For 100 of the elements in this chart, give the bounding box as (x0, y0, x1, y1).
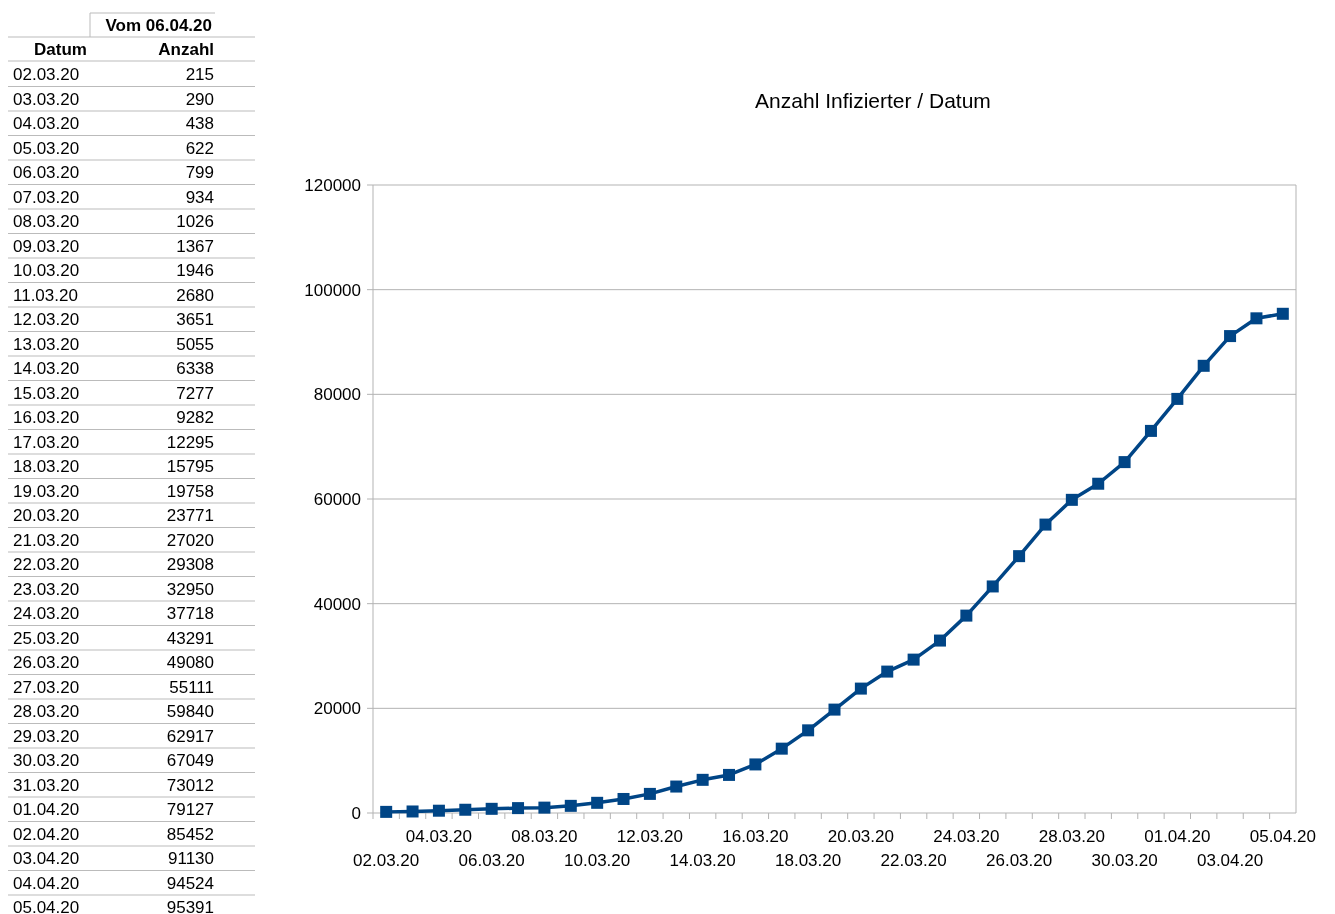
data-label: 6338 (176, 359, 214, 378)
x-tick-label: 26.03.20 (986, 851, 1053, 870)
category-label: 15.03.20 (13, 383, 80, 403)
category-label: 10.03.20 (13, 261, 80, 280)
data-label: 79127 (166, 800, 214, 819)
x-tick-label: 18.03.20 (775, 851, 842, 870)
y-tick-label: 0 (351, 803, 361, 823)
data-label: 55111 (169, 677, 214, 697)
point (432, 804, 445, 817)
data-label: 43291 (166, 628, 214, 648)
category-label: 08.03.20 (13, 212, 80, 231)
point (1013, 550, 1026, 563)
point (828, 703, 841, 716)
point (617, 792, 630, 805)
category-label: 25.03.20 (13, 628, 80, 648)
point (802, 724, 815, 737)
data-label: 290 (185, 89, 214, 109)
y-tick-label: 100000 (304, 280, 361, 300)
point (380, 805, 393, 818)
x-tick-label: 22.03.20 (880, 851, 947, 870)
category-label: 01.04.20 (13, 800, 80, 819)
text: Datum (34, 40, 87, 59)
data-label: 49080 (166, 653, 214, 672)
point (1039, 518, 1052, 531)
category-label: 20.03.20 (13, 506, 80, 525)
data-label: 94524 (166, 873, 214, 893)
point (1197, 359, 1210, 372)
data-label: 438 (185, 114, 214, 133)
category-label: 05.03.20 (13, 138, 80, 158)
x-tick-label: 14.03.20 (669, 851, 736, 870)
data-label: 934 (185, 187, 214, 207)
data-label: 7277 (176, 383, 214, 403)
x-tick-label: 12.03.20 (616, 827, 683, 846)
point (775, 742, 788, 755)
data-label: 85452 (166, 824, 214, 844)
data-label: 9282 (176, 408, 214, 427)
point (591, 796, 604, 809)
point (538, 801, 551, 814)
data-label: 5055 (176, 334, 214, 354)
point (933, 634, 946, 647)
category-label: 16.03.20 (13, 408, 80, 427)
category-label: 27.03.20 (13, 677, 80, 697)
x-tick-label: 10.03.20 (564, 851, 631, 870)
category-label: 03.03.20 (13, 89, 80, 109)
point (907, 653, 920, 666)
x-tick-label: 28.03.20 (1038, 827, 1105, 846)
category-label: 23.03.20 (13, 579, 80, 599)
category-label: 24.03.20 (13, 604, 80, 623)
data-label: 3651 (176, 310, 214, 329)
category-label: 22.03.20 (13, 555, 80, 574)
category-label: 02.03.20 (13, 65, 80, 84)
point (854, 682, 867, 695)
x-tick-label: 04.03.20 (405, 827, 473, 846)
point (564, 799, 577, 812)
category-label: 09.03.20 (13, 236, 80, 256)
point (1092, 477, 1105, 490)
category-label: 07.03.20 (13, 187, 80, 207)
x-tick-label: 05.04.20 (1249, 827, 1316, 846)
data-label: 37718 (166, 604, 214, 623)
category-label: 18.03.20 (13, 457, 80, 476)
point (643, 787, 656, 800)
category-label: 14.03.20 (13, 359, 80, 378)
data-label: 62917 (166, 726, 214, 746)
data-label: 91130 (167, 849, 214, 868)
category-label: 31.03.20 (13, 775, 80, 795)
category-label: 04.03.20 (13, 114, 80, 133)
point (1065, 493, 1078, 506)
point (723, 768, 736, 781)
data-label: 19758 (166, 481, 214, 501)
data-label: 1367 (176, 236, 214, 256)
category-label: 13.03.20 (13, 334, 80, 354)
point (670, 780, 683, 793)
data-label: 29308 (166, 555, 214, 574)
y-tick-label: 120000 (304, 175, 361, 195)
point (696, 773, 709, 786)
data-label: 799 (185, 163, 214, 182)
y-tick-label: 60000 (313, 489, 361, 509)
point (881, 665, 894, 678)
x-tick-label: 03.04.20 (1196, 851, 1264, 870)
data-label: 1946 (176, 261, 214, 280)
category-label: 26.03.20 (13, 653, 80, 672)
point (749, 758, 762, 771)
data-label: 95391 (166, 898, 214, 914)
point (459, 803, 472, 816)
x-tick-label: 01.04.20 (1144, 827, 1211, 846)
x-tick-label: 06.03.20 (458, 851, 525, 870)
point (485, 802, 498, 815)
point (986, 580, 999, 593)
point (1276, 307, 1289, 320)
x-tick-label: 20.03.20 (827, 827, 894, 846)
x-tick-label: 24.03.20 (933, 827, 1000, 846)
x-tick-label: 08.03.20 (511, 827, 578, 846)
y-tick-label: 20000 (313, 699, 361, 719)
category-label: 02.04.20 (13, 824, 80, 844)
point (1171, 392, 1184, 405)
x-tick-label: 16.03.20 (722, 827, 789, 846)
point (512, 802, 525, 815)
x-tick-label: 02.03.20 (353, 851, 420, 870)
category-label: 11.03.20 (13, 285, 78, 305)
category-label: 05.04.20 (13, 898, 80, 914)
